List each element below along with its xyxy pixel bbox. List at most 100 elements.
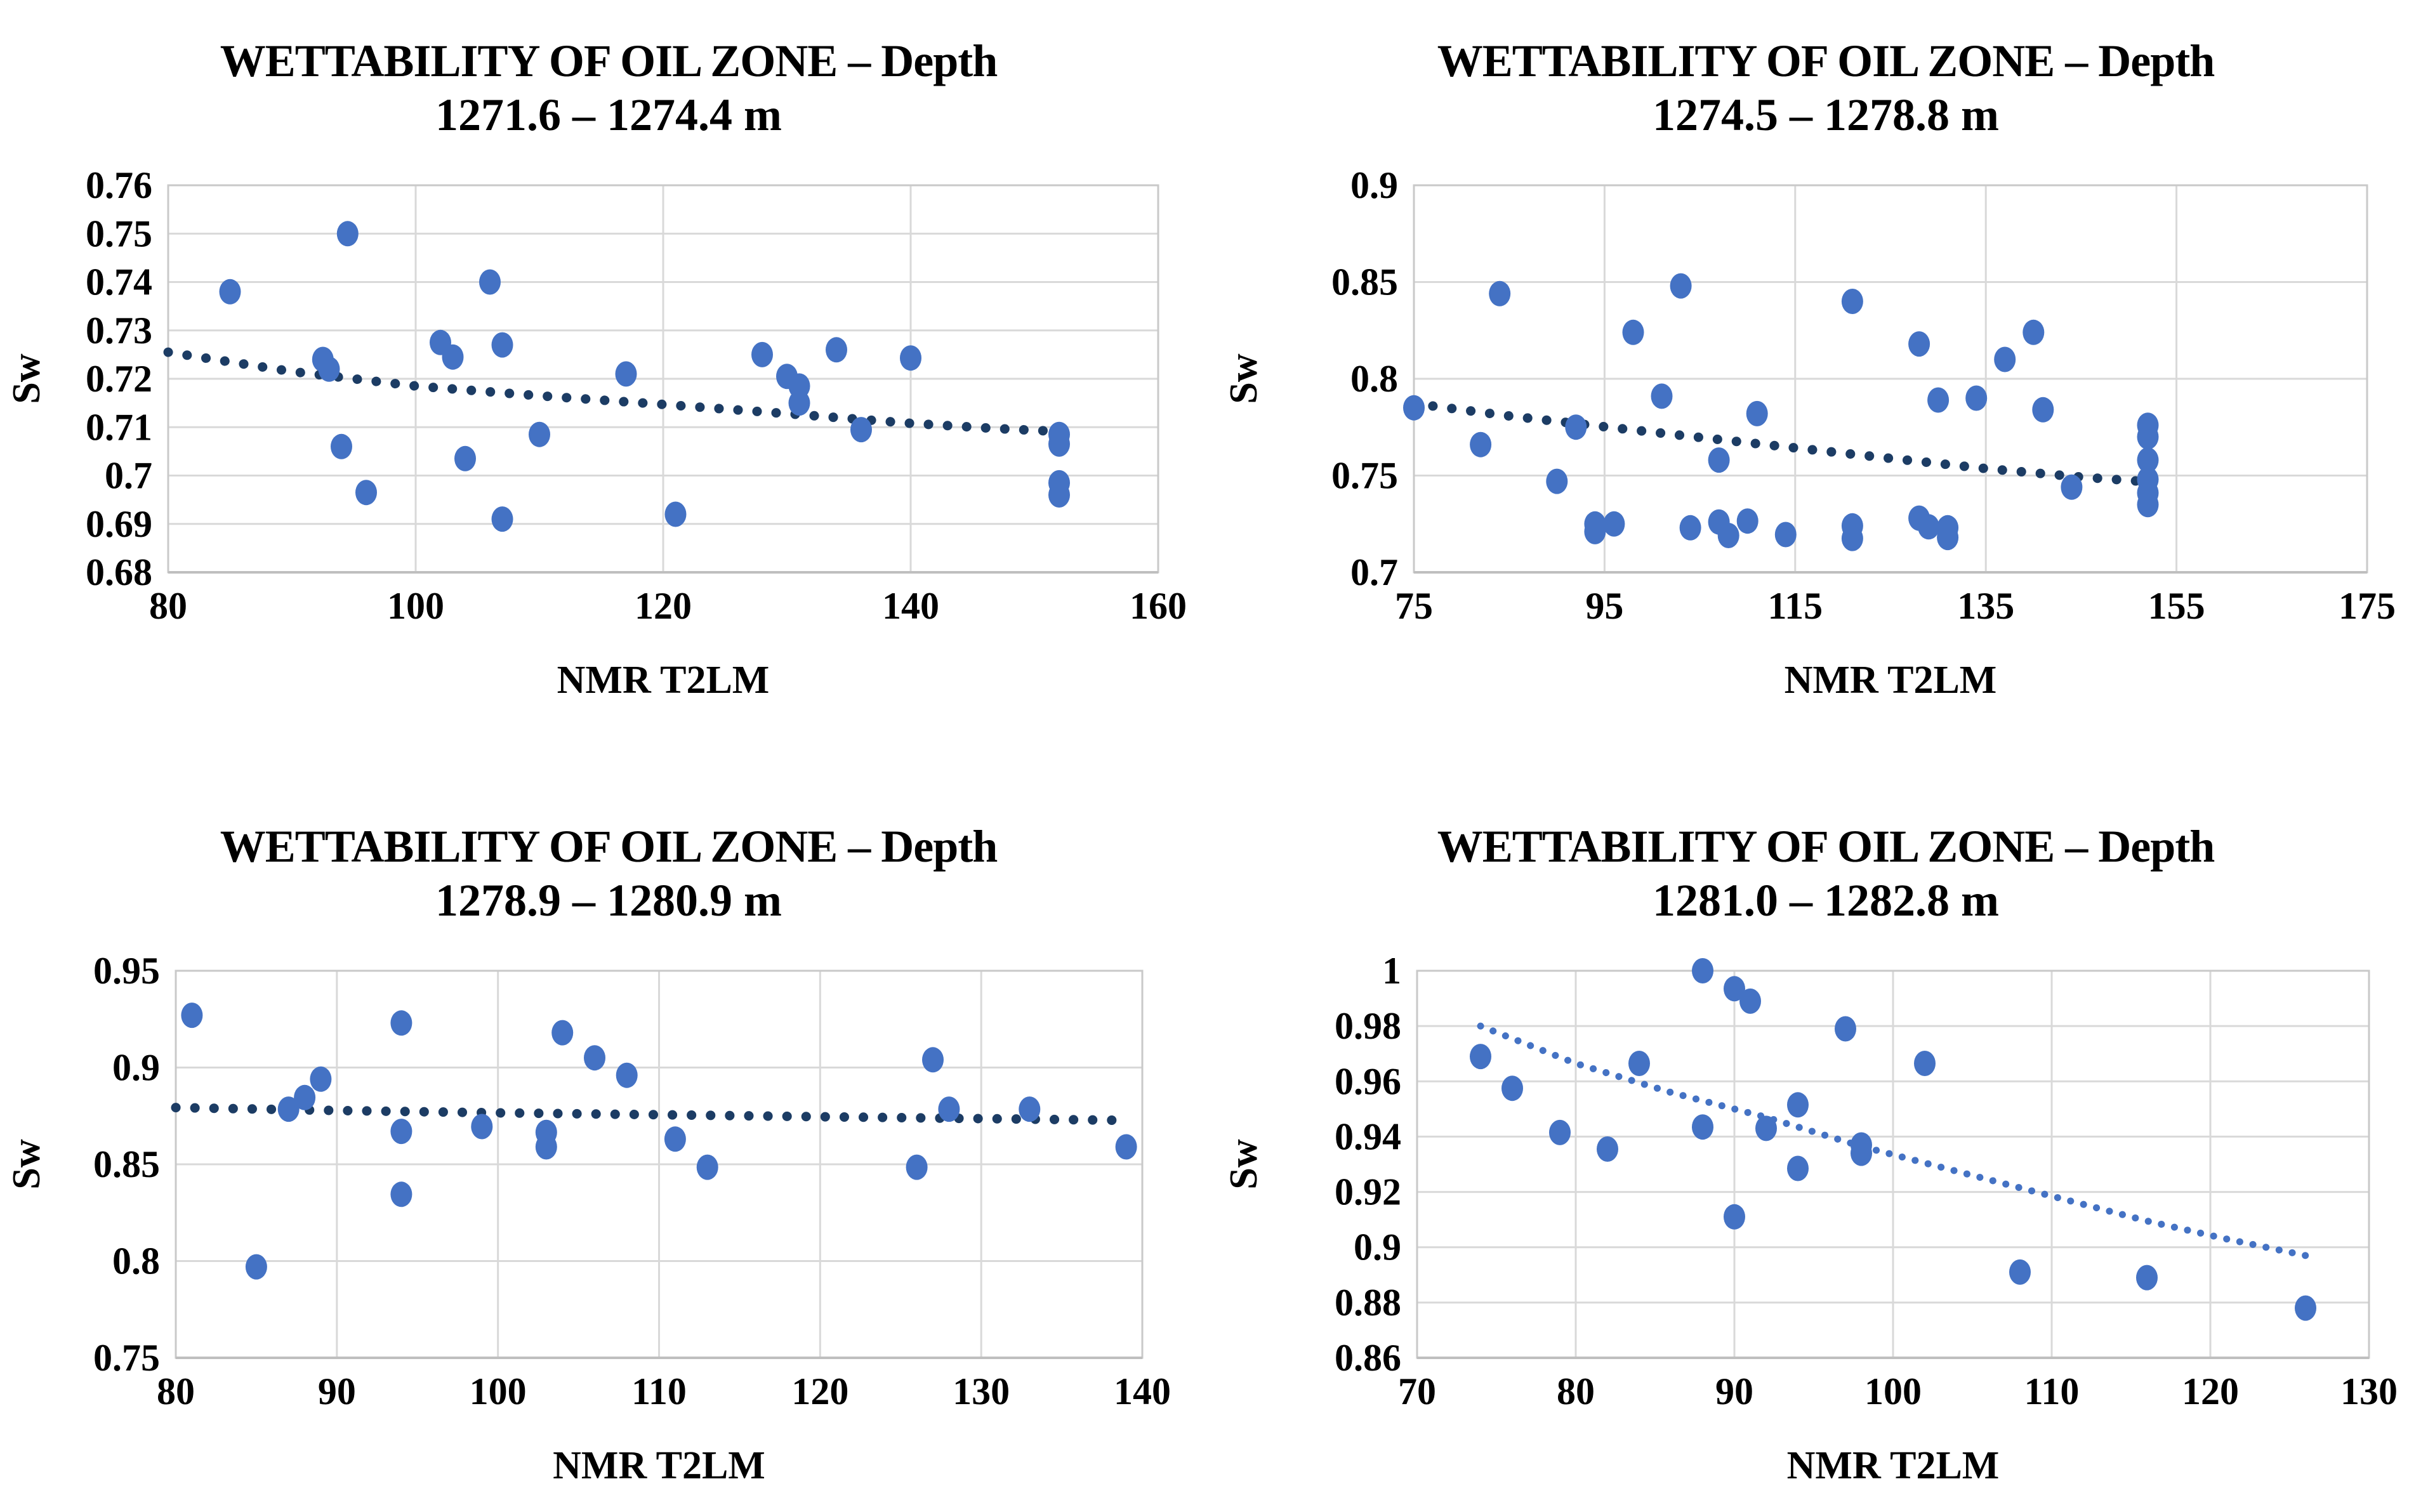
data-point (2032, 397, 2054, 423)
y-tick-label: 0.96 (1335, 1060, 1401, 1102)
data-point (1470, 431, 1492, 457)
data-point (664, 1126, 686, 1152)
data-point (535, 1134, 557, 1160)
chart-depth-1281-1282: WETTABILITY OF OIL ZONE – Depth 1281.0 – … (1217, 786, 2434, 1512)
data-point (1724, 1204, 1745, 1230)
data-point (1736, 508, 1759, 534)
y-tick-label: 0.76 (86, 164, 152, 206)
chart-title-line1: WETTABILITY OF OIL ZONE – Depth (220, 36, 998, 86)
data-point (1546, 468, 1568, 494)
data-point (2295, 1295, 2316, 1321)
data-point (551, 1020, 574, 1046)
data-point (1651, 383, 1673, 409)
data-point (491, 506, 513, 532)
trendline (1477, 1022, 2309, 1259)
data-point (390, 1181, 412, 1207)
x-tick-label: 100 (470, 1371, 527, 1412)
data-point (1584, 518, 1606, 544)
data-point (1717, 523, 1739, 548)
y-tick-label: 0.7 (1350, 551, 1398, 593)
x-tick-label: 115 (1767, 585, 1823, 627)
data-point (1603, 511, 1625, 537)
x-tick-label: 155 (2148, 585, 2205, 627)
x-tick-label: 175 (2339, 585, 2396, 627)
y-axis-title: Sw (1222, 353, 1265, 404)
x-axis-title: NMR T2LM (553, 1444, 765, 1487)
x-tick-label: 130 (953, 1371, 1010, 1412)
data-point (479, 269, 501, 295)
data-point (1841, 525, 1863, 551)
data-point (1565, 414, 1587, 440)
y-tick-label: 0.86 (1335, 1337, 1401, 1379)
trendline (163, 347, 1076, 437)
data-point (1048, 431, 1070, 457)
chart-depth-1274-1278: WETTABILITY OF OIL ZONE – Depth 1274.5 – … (1217, 0, 2434, 726)
chart-title-line1: WETTABILITY OF OIL ZONE – Depth (220, 821, 998, 872)
y-tick-label: 0.71 (86, 406, 152, 448)
data-point (2137, 492, 2159, 518)
x-axis-title: NMR T2LM (557, 659, 770, 702)
chart-title-line2: 1281.0 – 1282.8 m (1653, 875, 1999, 926)
data-point (2009, 1259, 2031, 1285)
data-point (181, 1003, 203, 1029)
data-point (245, 1254, 267, 1280)
x-tick-label: 120 (2182, 1371, 2239, 1412)
x-tick-label: 140 (882, 585, 939, 627)
x-tick-label: 135 (1957, 585, 2014, 627)
data-point (318, 356, 340, 382)
data-point (1739, 988, 1761, 1014)
data-point (1774, 522, 1797, 548)
data-point (1692, 1114, 1713, 1140)
y-tick-label: 0.74 (86, 261, 152, 303)
y-tick-label: 1 (1382, 950, 1401, 992)
chart-title-line1: WETTABILITY OF OIL ZONE – Depth (1437, 36, 2215, 86)
y-tick-label: 0.72 (86, 358, 152, 400)
data-point (1597, 1136, 1618, 1162)
data-point (331, 433, 352, 459)
x-tick-label: 110 (2024, 1371, 2080, 1412)
data-point (529, 421, 550, 447)
data-point (1670, 273, 1692, 299)
y-tick-label: 0.75 (1331, 455, 1398, 497)
data-point (219, 279, 241, 305)
y-tick-label: 0.9 (1354, 1226, 1401, 1268)
data-point (390, 1010, 412, 1036)
data-point (696, 1154, 718, 1180)
data-point (471, 1114, 493, 1140)
data-point (2136, 1265, 2158, 1291)
y-tick-label: 0.73 (86, 310, 152, 352)
data-point (2137, 447, 2159, 473)
trendline (171, 1103, 1132, 1126)
y-tick-label: 0.85 (93, 1143, 160, 1185)
y-tick-label: 0.7 (105, 455, 152, 497)
x-tick-label: 75 (1395, 585, 1433, 627)
data-point (1549, 1119, 1571, 1145)
trendline (1409, 398, 2153, 487)
data-point (1841, 289, 1863, 314)
data-point (336, 221, 359, 247)
data-point (1787, 1092, 1809, 1118)
x-tick-label: 130 (2340, 1371, 2398, 1412)
data-point (355, 480, 377, 506)
y-tick-label: 0.68 (86, 551, 152, 593)
data-point (1403, 395, 1425, 421)
chart-depth-1278-1280: WETTABILITY OF OIL ZONE – Depth 1278.9 – … (0, 786, 1217, 1512)
data-point (826, 337, 847, 363)
data-point (1927, 387, 1950, 413)
y-tick-label: 0.94 (1335, 1115, 1401, 1157)
data-point (788, 390, 810, 416)
data-point (664, 501, 687, 527)
data-point (1692, 958, 1713, 983)
x-tick-label: 80 (157, 1371, 195, 1412)
x-tick-label: 80 (149, 585, 187, 627)
data-point (2137, 424, 2159, 450)
y-tick-label: 0.98 (1335, 1005, 1401, 1047)
data-point (310, 1066, 332, 1092)
x-tick-label: 95 (1585, 585, 1623, 627)
y-tick-label: 0.8 (1350, 358, 1398, 400)
chart-title-line2: 1274.5 – 1278.8 m (1653, 89, 1999, 140)
y-tick-label: 0.85 (1331, 261, 1398, 303)
data-point (1851, 1140, 1872, 1166)
